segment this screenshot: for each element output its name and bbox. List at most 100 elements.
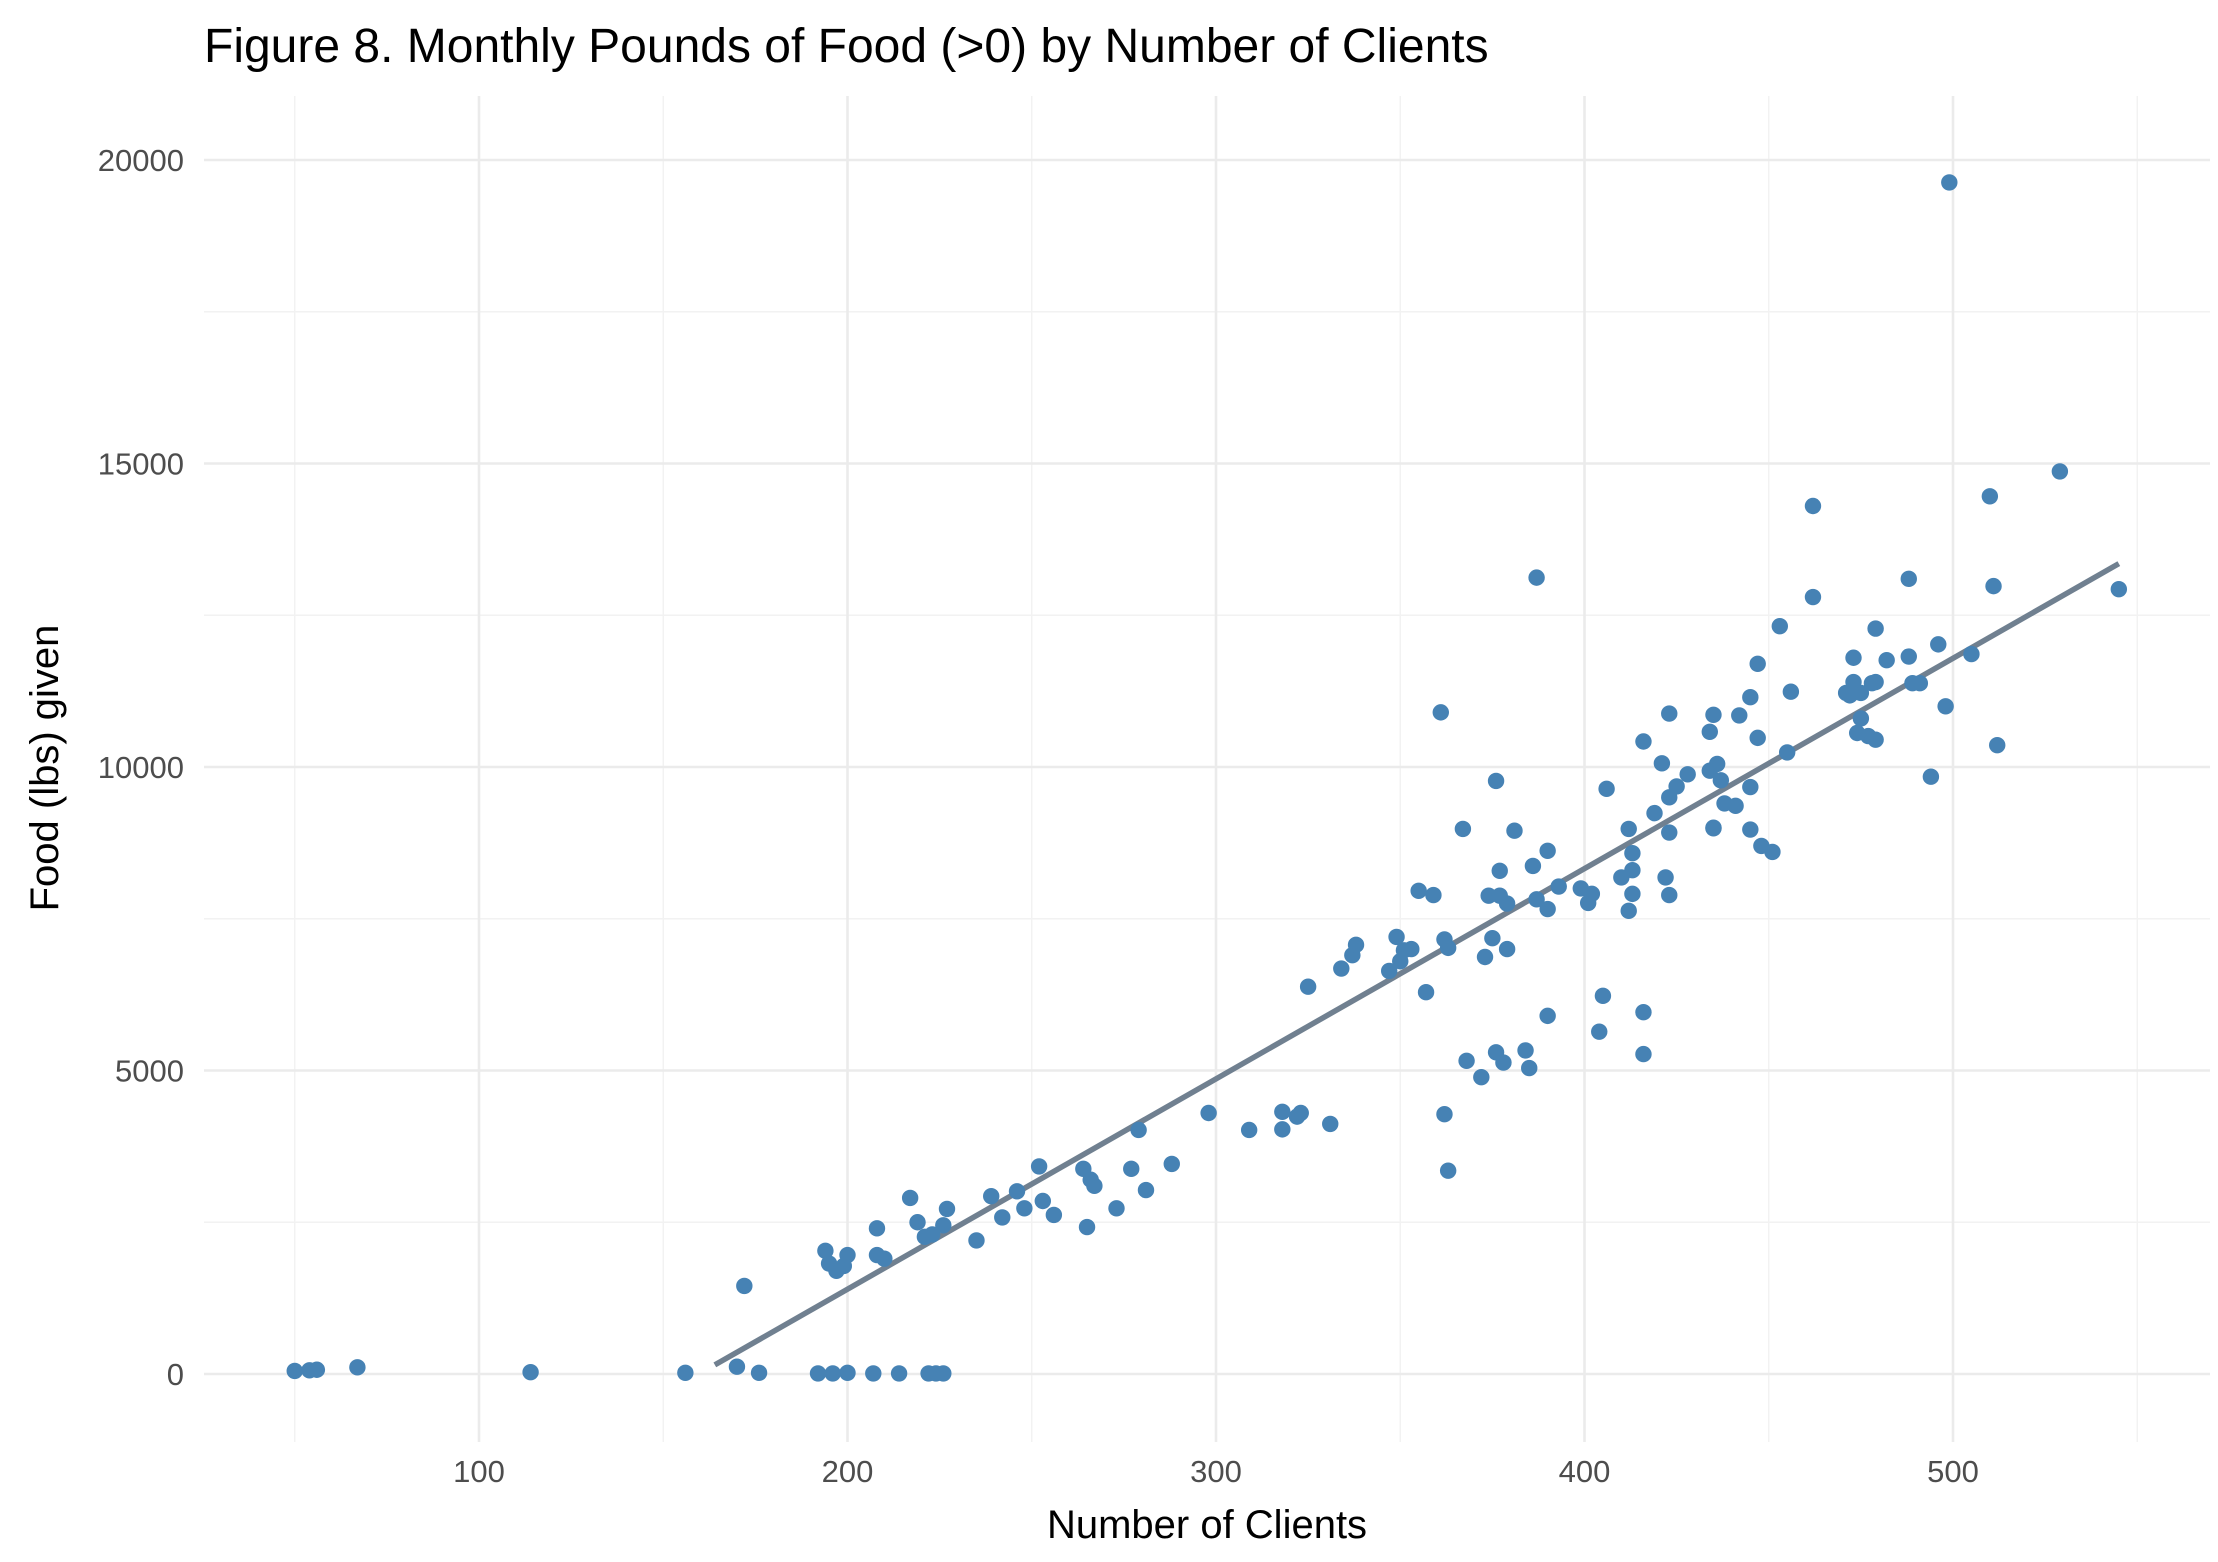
data-point (1989, 736, 2006, 754)
data-point (1661, 705, 1678, 722)
data-point (1624, 844, 1641, 862)
data-point (1491, 862, 1508, 879)
data-point (1635, 1045, 1652, 1063)
data-point (1742, 688, 1759, 706)
data-point (1657, 869, 1674, 886)
data-point (1867, 620, 1884, 637)
data-point (1432, 704, 1449, 721)
data-point (817, 1242, 834, 1259)
data-point (1742, 778, 1759, 796)
data-point (1661, 824, 1678, 841)
data-point (1539, 900, 1556, 918)
data-point (1985, 577, 2002, 595)
data-point (1705, 706, 1722, 723)
data-point (1550, 878, 1567, 895)
data-point (1292, 1104, 1309, 1122)
data-point (677, 1364, 694, 1381)
data-point (1749, 729, 1766, 747)
data-point (1712, 772, 1730, 789)
data-point (1473, 1068, 1490, 1086)
data-point (1130, 1121, 1147, 1139)
data-point (1708, 755, 1726, 773)
data-point (736, 1277, 753, 1295)
data-point (1583, 885, 1601, 903)
data-point (1930, 636, 1947, 653)
data-point (839, 1364, 856, 1381)
data-point (1123, 1160, 1140, 1178)
data-point (938, 1200, 956, 1218)
y-tick-label: 0 (167, 1357, 184, 1392)
data-point (1646, 804, 1663, 822)
data-point (1498, 895, 1516, 912)
data-point (1458, 1052, 1475, 1069)
data-point (1701, 723, 1718, 740)
data-point (1333, 960, 1350, 977)
data-point (868, 1220, 886, 1237)
x-tick-label: 500 (1927, 1454, 1979, 1489)
data-point (1086, 1177, 1103, 1195)
data-point (1539, 842, 1556, 859)
data-point (935, 1365, 952, 1382)
data-point (1845, 649, 1862, 666)
data-point (1635, 733, 1652, 750)
x-tick-label: 200 (822, 1454, 874, 1489)
data-point (1941, 174, 1958, 191)
data-point (1163, 1155, 1180, 1173)
data-point (1487, 772, 1505, 790)
data-point (839, 1246, 856, 1264)
data-point (1454, 820, 1472, 838)
data-point (1764, 843, 1781, 861)
data-point (935, 1217, 952, 1234)
data-point (909, 1214, 926, 1231)
data-point (1620, 902, 1637, 920)
data-point (1624, 885, 1641, 903)
data-point (1727, 797, 1744, 815)
data-point (1425, 886, 1442, 904)
data-point (1620, 820, 1637, 838)
data-point (1591, 1023, 1608, 1040)
data-point (1867, 731, 1884, 748)
data-point (1900, 570, 1917, 588)
data-point (890, 1365, 908, 1382)
data-point (1653, 755, 1671, 772)
data-point (1922, 768, 1940, 785)
data-point (1200, 1104, 1217, 1122)
data-point (750, 1364, 768, 1381)
data-point (1742, 821, 1759, 838)
data-point (1878, 651, 1895, 669)
data-point (824, 1365, 841, 1382)
y-tick-label: 10000 (98, 750, 184, 785)
x-tick-label: 300 (1190, 1454, 1242, 1489)
data-point (1240, 1121, 1258, 1139)
data-point (1900, 648, 1917, 665)
data-point (1782, 683, 1800, 700)
data-point (1635, 1004, 1652, 1021)
data-point (1594, 987, 1612, 1005)
data-point (1749, 655, 1766, 673)
data-point (1867, 673, 1884, 691)
data-point (1705, 820, 1722, 837)
data-point (1030, 1158, 1048, 1175)
data-point (1322, 1115, 1339, 1133)
trend-line-group (713, 561, 2121, 1368)
data-point (876, 1250, 893, 1267)
data-point (809, 1365, 827, 1382)
data-point (1598, 780, 1615, 798)
data-point (1045, 1206, 1063, 1224)
data-point (1078, 1218, 1096, 1236)
data-point (1679, 766, 1696, 783)
data-point (994, 1209, 1011, 1226)
data-point (1299, 978, 1317, 995)
y-axis-title: Food (lbs) given (23, 625, 67, 912)
data-point (1410, 882, 1427, 900)
data-point (1388, 928, 1405, 946)
y-tick-label: 15000 (98, 447, 184, 482)
x-tick-label: 100 (453, 1454, 505, 1489)
data-point (1804, 588, 1822, 606)
data-point (522, 1363, 539, 1381)
data-point (1852, 710, 1870, 727)
data-point (1476, 948, 1494, 966)
data-point (1506, 822, 1523, 839)
data-point (728, 1358, 746, 1375)
